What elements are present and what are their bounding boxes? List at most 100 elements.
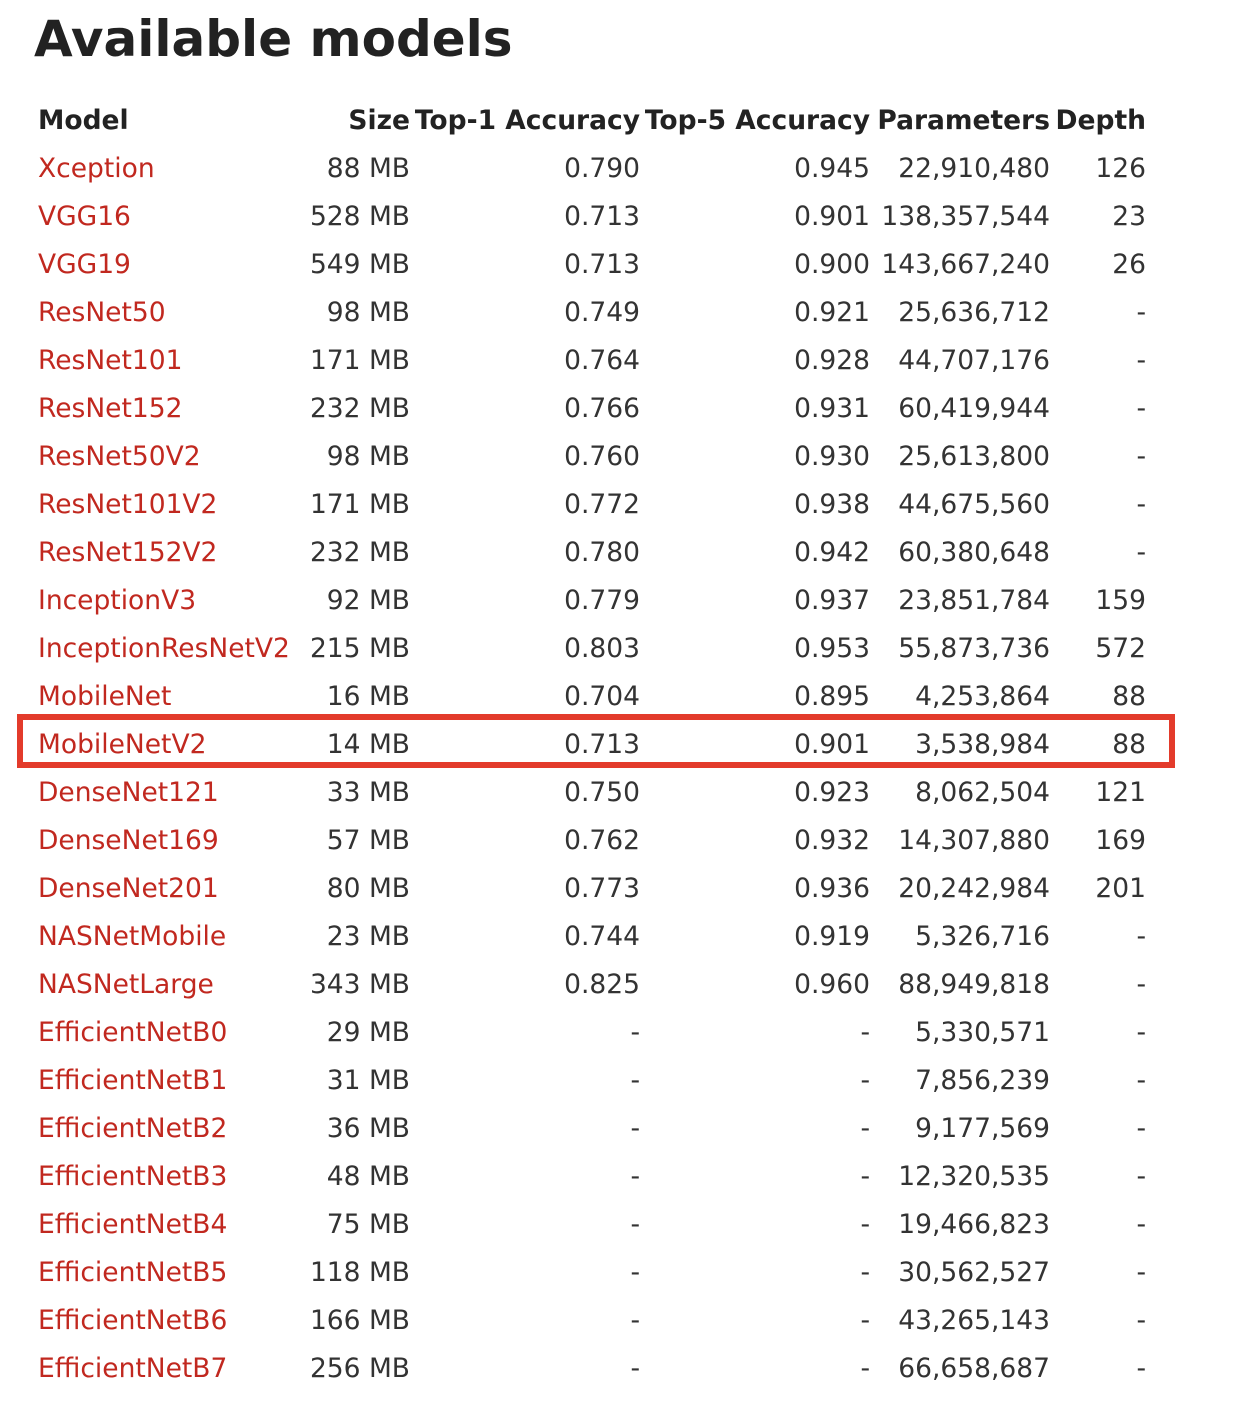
table-row: VGG19 549 MB 0.713 0.900 143,667,240 26 bbox=[36, 240, 1148, 288]
top1-accuracy-cell: 0.764 bbox=[564, 344, 640, 376]
size-cell: 549 MB bbox=[309, 248, 410, 280]
size-cell: 528 MB bbox=[309, 200, 410, 232]
table-row: ResNet152V2 232 MB 0.780 0.942 60,380,648 - bbox=[36, 528, 1148, 576]
parameters-cell: 143,667,240 bbox=[881, 248, 1050, 280]
top5-accuracy-cell: 0.928 bbox=[794, 344, 870, 376]
model-link[interactable]: MobileNetV2 bbox=[38, 728, 207, 760]
header-top5-accuracy: Top-5 Accuracy bbox=[644, 104, 870, 136]
header-model: Model bbox=[38, 104, 129, 136]
top5-accuracy-cell: 0.901 bbox=[794, 728, 870, 760]
size-cell: 48 MB bbox=[326, 1160, 410, 1192]
model-link[interactable]: DenseNet121 bbox=[38, 776, 219, 808]
depth-cell: 572 bbox=[1095, 632, 1146, 664]
table-row: InceptionV3 92 MB 0.779 0.937 23,851,784 159 bbox=[36, 576, 1148, 624]
size-cell: 92 MB bbox=[326, 584, 410, 616]
top5-accuracy-cell: 0.932 bbox=[794, 824, 870, 856]
depth-cell: - bbox=[1136, 440, 1146, 472]
model-link[interactable]: MobileNet bbox=[38, 680, 172, 712]
model-cell: ResNet50 bbox=[36, 288, 304, 336]
parameters-cell: 8,062,504 bbox=[915, 776, 1050, 808]
parameters-cell: 22,910,480 bbox=[898, 152, 1050, 184]
depth-cell: 26 bbox=[1112, 248, 1146, 280]
model-cell: ResNet101 bbox=[36, 336, 304, 384]
top1-accuracy-cell: - bbox=[630, 1352, 640, 1384]
model-link[interactable]: EfficientNetB3 bbox=[38, 1160, 228, 1192]
depth-cell: 159 bbox=[1095, 584, 1146, 616]
size-cell: 118 MB bbox=[309, 1256, 410, 1288]
top1-accuracy-cell: 0.825 bbox=[564, 968, 640, 1000]
model-link[interactable]: Xception bbox=[38, 152, 155, 184]
top1-accuracy-cell: - bbox=[630, 1304, 640, 1336]
model-link[interactable]: InceptionResNetV2 bbox=[38, 632, 290, 664]
model-link[interactable]: EfficientNetB2 bbox=[38, 1112, 228, 1144]
parameters-cell: 43,265,143 bbox=[898, 1304, 1050, 1336]
model-cell: ResNet101V2 bbox=[36, 480, 304, 528]
page-title: Available models bbox=[34, 10, 513, 68]
top1-accuracy-cell: - bbox=[630, 1160, 640, 1192]
model-link[interactable]: ResNet152 bbox=[38, 392, 183, 424]
model-link[interactable]: InceptionV3 bbox=[38, 584, 197, 616]
model-cell: NASNetLarge bbox=[36, 960, 304, 1008]
model-link[interactable]: EfficientNetB6 bbox=[38, 1304, 228, 1336]
parameters-cell: 30,562,527 bbox=[898, 1256, 1050, 1288]
top5-accuracy-cell: 0.960 bbox=[794, 968, 870, 1000]
model-link[interactable]: EfficientNetB4 bbox=[38, 1208, 228, 1240]
model-cell: DenseNet169 bbox=[36, 816, 304, 864]
table-row: ResNet50 98 MB 0.749 0.921 25,636,712 - bbox=[36, 288, 1148, 336]
top5-accuracy-cell: 0.923 bbox=[794, 776, 870, 808]
header-size: Size bbox=[348, 104, 410, 136]
top1-accuracy-cell: 0.766 bbox=[564, 392, 640, 424]
depth-cell: - bbox=[1136, 1208, 1146, 1240]
model-cell: ResNet152 bbox=[36, 384, 304, 432]
top1-accuracy-cell: 0.773 bbox=[564, 872, 640, 904]
header-top1-accuracy: Top-1 Accuracy bbox=[414, 104, 640, 136]
size-cell: 171 MB bbox=[309, 488, 410, 520]
table-row: ResNet101V2 171 MB 0.772 0.938 44,675,560 - bbox=[36, 480, 1148, 528]
depth-cell: 88 bbox=[1112, 680, 1146, 712]
model-cell: ResNet50V2 bbox=[36, 432, 304, 480]
model-link[interactable]: NASNetLarge bbox=[38, 968, 214, 1000]
model-link[interactable]: ResNet101 bbox=[38, 344, 183, 376]
model-link[interactable]: ResNet50V2 bbox=[38, 440, 201, 472]
top5-accuracy-cell: 0.937 bbox=[794, 584, 870, 616]
model-cell: EfficientNetB2 bbox=[36, 1104, 304, 1152]
model-link[interactable]: EfficientNetB7 bbox=[38, 1352, 228, 1384]
top1-accuracy-cell: 0.713 bbox=[564, 728, 640, 760]
model-cell: MobileNet bbox=[36, 672, 304, 720]
model-link[interactable]: VGG16 bbox=[38, 200, 131, 232]
size-cell: 36 MB bbox=[326, 1112, 410, 1144]
top1-accuracy-cell: 0.749 bbox=[564, 296, 640, 328]
model-cell: EfficientNetB6 bbox=[36, 1296, 304, 1344]
top1-accuracy-cell: 0.713 bbox=[564, 248, 640, 280]
size-cell: 232 MB bbox=[309, 536, 410, 568]
parameters-cell: 25,613,800 bbox=[898, 440, 1050, 472]
table-row: VGG16 528 MB 0.713 0.901 138,357,544 23 bbox=[36, 192, 1148, 240]
model-link[interactable]: ResNet152V2 bbox=[38, 536, 218, 568]
table-row: EfficientNetB4 75 MB - -19,466,823- bbox=[36, 1200, 1148, 1248]
table-row: MobileNet 16 MB 0.704 0.895 4,253,864 88 bbox=[36, 672, 1148, 720]
model-link[interactable]: EfficientNetB5 bbox=[38, 1256, 228, 1288]
model-link[interactable]: EfficientNetB0 bbox=[38, 1016, 228, 1048]
size-cell: 88 MB bbox=[326, 152, 410, 184]
model-link[interactable]: ResNet50 bbox=[38, 296, 166, 328]
top1-accuracy-cell: 0.704 bbox=[564, 680, 640, 712]
top5-accuracy-cell: - bbox=[860, 1112, 870, 1144]
model-link[interactable]: VGG19 bbox=[38, 248, 131, 280]
model-link[interactable]: EfficientNetB1 bbox=[38, 1064, 228, 1096]
model-link[interactable]: DenseNet169 bbox=[38, 824, 219, 856]
model-link[interactable]: ResNet101V2 bbox=[38, 488, 218, 520]
parameters-cell: 14,307,880 bbox=[898, 824, 1050, 856]
parameters-cell: 19,466,823 bbox=[898, 1208, 1050, 1240]
model-link[interactable]: DenseNet201 bbox=[38, 872, 219, 904]
parameters-cell: 25,636,712 bbox=[898, 296, 1050, 328]
size-cell: 215 MB bbox=[309, 632, 410, 664]
top5-accuracy-cell: 0.900 bbox=[794, 248, 870, 280]
model-cell: EfficientNetB3 bbox=[36, 1152, 304, 1200]
top1-accuracy-cell: 0.750 bbox=[564, 776, 640, 808]
model-cell: Xception bbox=[36, 144, 304, 192]
table-row: ResNet101 171 MB 0.764 0.928 44,707,176 - bbox=[36, 336, 1148, 384]
model-cell: DenseNet121 bbox=[36, 768, 304, 816]
model-cell: InceptionV3 bbox=[36, 576, 304, 624]
table-row: NASNetMobile 23 MB 0.744 0.919 5,326,716 - bbox=[36, 912, 1148, 960]
model-link[interactable]: NASNetMobile bbox=[38, 920, 227, 952]
